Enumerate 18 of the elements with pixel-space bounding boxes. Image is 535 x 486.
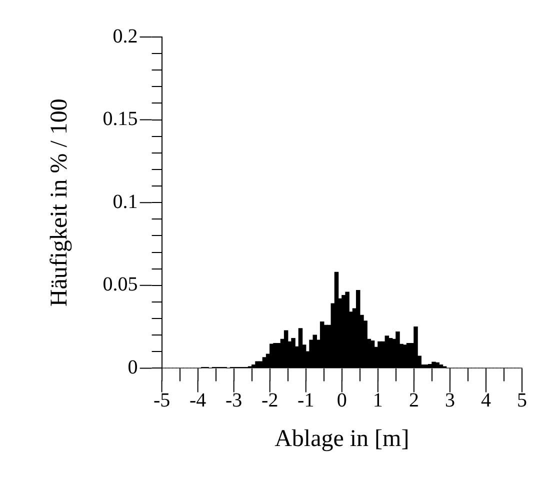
x-tick-label: -5 (153, 389, 170, 412)
x-tick-label: 4 (480, 389, 491, 412)
x-tick-label: -1 (298, 389, 314, 412)
x-tick-label: 3 (444, 389, 455, 412)
y-tick-label: 0.1 (112, 190, 138, 213)
x-tick-label: 5 (517, 389, 527, 412)
x-tick-label: -2 (262, 389, 278, 412)
y-axis-title: Häufigkeit in % / 100 (46, 98, 73, 307)
x-tick-label: 2 (408, 389, 419, 412)
x-tick-label: 1 (372, 389, 383, 412)
x-axis-title: Ablage in [m] (274, 426, 410, 452)
x-tick-label: 0 (336, 389, 347, 412)
x-tick-label: -4 (189, 389, 206, 412)
y-tick-label: 0.15 (102, 108, 138, 130)
y-tick-label: 0.05 (102, 274, 138, 296)
y-tick-label: 0 (128, 356, 138, 378)
y-tick-label: 0.2 (112, 25, 138, 48)
x-tick-label: -3 (226, 389, 242, 412)
